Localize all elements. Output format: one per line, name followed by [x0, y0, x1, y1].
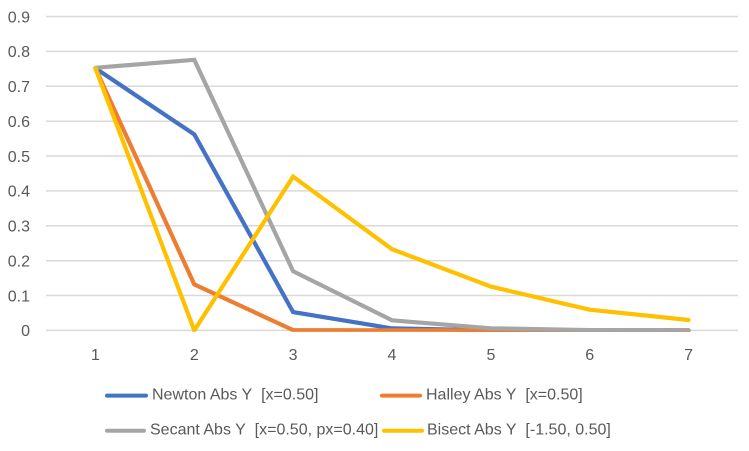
svg-text:0.3: 0.3 — [8, 219, 30, 236]
svg-text:0.1: 0.1 — [8, 288, 30, 305]
svg-text:0.6: 0.6 — [8, 114, 30, 131]
svg-text:0.2: 0.2 — [8, 254, 30, 271]
svg-text:Bisect Abs Y [-1.50, 0.50]: Bisect Abs Y [-1.50, 0.50] — [427, 422, 611, 439]
svg-text:7: 7 — [684, 347, 693, 364]
svg-text:3: 3 — [289, 347, 298, 364]
svg-text:4: 4 — [388, 347, 397, 364]
svg-text:5: 5 — [486, 347, 495, 364]
svg-text:Secant Abs Y [x=0.50, px=0.40: Secant Abs Y [x=0.50, px=0.40] — [150, 422, 378, 439]
svg-text:Halley Abs Y [x=0.50]: Halley Abs Y [x=0.50] — [426, 387, 583, 404]
svg-text:0.9: 0.9 — [8, 9, 30, 26]
svg-text:0.4: 0.4 — [8, 184, 30, 201]
svg-text:0.8: 0.8 — [8, 44, 30, 61]
svg-text:Newton Abs Y [x=0.50]: Newton Abs Y [x=0.50] — [152, 387, 318, 404]
svg-text:0.7: 0.7 — [8, 79, 30, 96]
svg-text:6: 6 — [585, 347, 594, 364]
svg-text:0.5: 0.5 — [8, 149, 30, 166]
svg-text:2: 2 — [190, 347, 199, 364]
svg-text:0: 0 — [21, 323, 30, 340]
svg-text:1: 1 — [91, 347, 100, 364]
